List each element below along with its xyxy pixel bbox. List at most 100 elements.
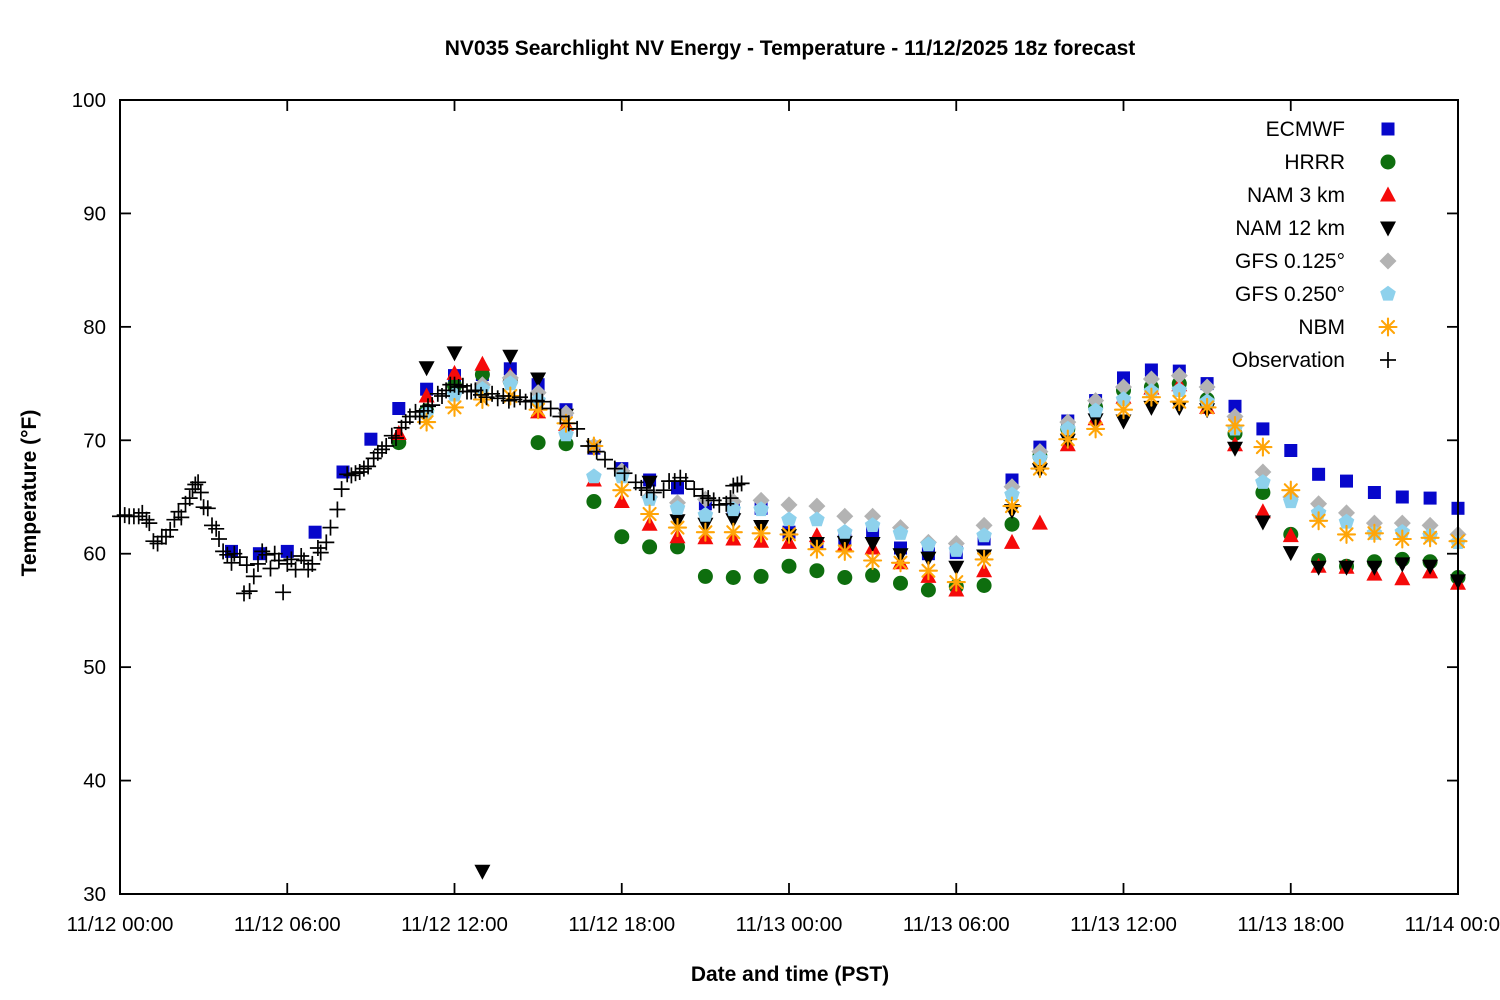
gfs-0-250-marker xyxy=(837,524,853,539)
gfs-0-250-marker xyxy=(1087,402,1104,418)
observation-marker xyxy=(733,475,750,492)
nam-12-km-marker xyxy=(1338,560,1355,576)
gfs-0-125-marker xyxy=(975,516,993,534)
observation-marker xyxy=(250,555,266,572)
gfs-0-250-marker xyxy=(1338,513,1355,529)
x-tick-label: 11/13 12:00 xyxy=(1070,913,1177,936)
nam-12-km-marker xyxy=(1282,546,1299,562)
ecmwf-marker xyxy=(1144,363,1158,377)
observation-marker xyxy=(534,393,551,410)
nbm-marker xyxy=(1169,392,1189,412)
observation-marker xyxy=(420,398,436,415)
gfs-0-125-marker xyxy=(808,497,826,515)
gfs-0-125-marker xyxy=(1365,514,1383,532)
ecmwf-marker xyxy=(671,481,684,495)
gfs-0-125-marker xyxy=(1142,370,1160,388)
nbm-marker xyxy=(1113,400,1134,420)
y-tick-label: 90 xyxy=(83,202,106,225)
observation-marker xyxy=(329,501,346,518)
observation-marker xyxy=(266,545,283,562)
observation-marker xyxy=(560,415,577,432)
observation-marker xyxy=(343,467,360,484)
observation-marker xyxy=(645,484,662,501)
observation-marker xyxy=(166,511,183,528)
observation-marker xyxy=(616,465,633,482)
nbm-marker xyxy=(528,400,548,420)
nbm-marker xyxy=(640,504,660,524)
legend-entry-nam-3-km: NAM 3 km xyxy=(1247,184,1396,207)
legend-label-nam-12-km: NAM 12 km xyxy=(1235,217,1345,240)
nam-12-km-marker xyxy=(1227,441,1243,457)
ecmwf-marker xyxy=(364,432,378,446)
nam-12-km-marker xyxy=(1366,560,1383,576)
series-nbm xyxy=(417,386,1468,592)
observation-marker xyxy=(355,460,372,477)
observation-marker xyxy=(552,408,569,425)
nbm-marker xyxy=(1253,437,1273,457)
nam-3-km-marker xyxy=(474,355,491,371)
nam-3-km-marker xyxy=(613,493,630,508)
legend-entry-nam-12-km: NAM 12 km xyxy=(1235,217,1396,240)
observation-marker xyxy=(223,554,240,571)
x-tick-label: 11/12 12:00 xyxy=(401,913,508,936)
gfs-0-125-marker xyxy=(1198,378,1216,396)
observation-marker xyxy=(296,552,312,569)
ecmwf-marker xyxy=(252,547,266,561)
gfs-0-250-marker xyxy=(1283,493,1299,509)
nam-3-km-marker xyxy=(1394,570,1411,586)
series-nam-12-km xyxy=(418,346,1466,880)
nbm-marker xyxy=(863,550,883,571)
observation-marker xyxy=(192,484,209,501)
observation-marker xyxy=(304,555,321,572)
legend-entry-gfs-0-125: GFS 0.125° xyxy=(1235,250,1397,273)
ecmwf-marker xyxy=(1228,399,1242,413)
ecmwf-marker xyxy=(1340,474,1353,488)
observation-marker xyxy=(312,544,329,561)
hrrr-marker xyxy=(893,575,908,591)
x-tick-label: 11/13 18:00 xyxy=(1237,913,1344,936)
gfs-0-125-marker xyxy=(780,496,798,514)
gfs-0-250-marker xyxy=(948,542,965,557)
nam-12-km-marker xyxy=(1143,400,1160,416)
observation-marker xyxy=(542,400,559,417)
gfs-0-250-marker xyxy=(1032,450,1048,465)
y-tick-label: 30 xyxy=(83,883,106,906)
gfs-0-250-marker xyxy=(558,426,574,442)
legend-square-icon xyxy=(1381,122,1395,136)
gfs-0-250-marker xyxy=(781,511,797,527)
hrrr-marker xyxy=(976,578,992,593)
nbm-marker xyxy=(695,522,715,542)
y-tick-label: 40 xyxy=(83,770,106,793)
observation-marker xyxy=(597,451,613,468)
observation-marker xyxy=(463,383,480,400)
legend-asterisk-icon xyxy=(1378,317,1398,337)
legend-entry-ecmwf: ECMWF xyxy=(1266,118,1395,141)
legend-circle-icon xyxy=(1380,154,1396,170)
observation-marker xyxy=(711,496,728,513)
observation-marker xyxy=(208,520,225,537)
gfs-0-125-marker xyxy=(1115,378,1132,396)
gfs-0-125-marker xyxy=(1087,392,1105,410)
observation-marker xyxy=(725,477,742,494)
nbm-marker xyxy=(751,523,771,543)
y-tick-label: 100 xyxy=(72,89,106,112)
nam-12-km-marker xyxy=(920,551,937,567)
nam-12-km-marker xyxy=(1422,559,1439,575)
gfs-0-250-marker xyxy=(753,501,769,517)
gfs-0-250-marker xyxy=(669,500,686,515)
chart-title: NV035 Searchlight NV Energy - Temperatur… xyxy=(444,37,1136,60)
hrrr-marker xyxy=(530,435,546,451)
hrrr-marker xyxy=(614,529,630,545)
gfs-0-125-marker xyxy=(1421,516,1439,534)
gfs-0-250-marker xyxy=(1115,391,1132,407)
observation-marker xyxy=(580,438,597,454)
nam-12-km-marker xyxy=(446,346,463,362)
observation-marker xyxy=(369,444,386,461)
nbm-marker xyxy=(444,397,465,417)
nbm-marker xyxy=(1002,496,1022,516)
gfs-0-125-marker xyxy=(1170,367,1188,385)
observation-marker xyxy=(190,474,207,491)
x-tick-label: 11/13 00:00 xyxy=(736,913,843,936)
hrrr-marker xyxy=(920,582,936,598)
